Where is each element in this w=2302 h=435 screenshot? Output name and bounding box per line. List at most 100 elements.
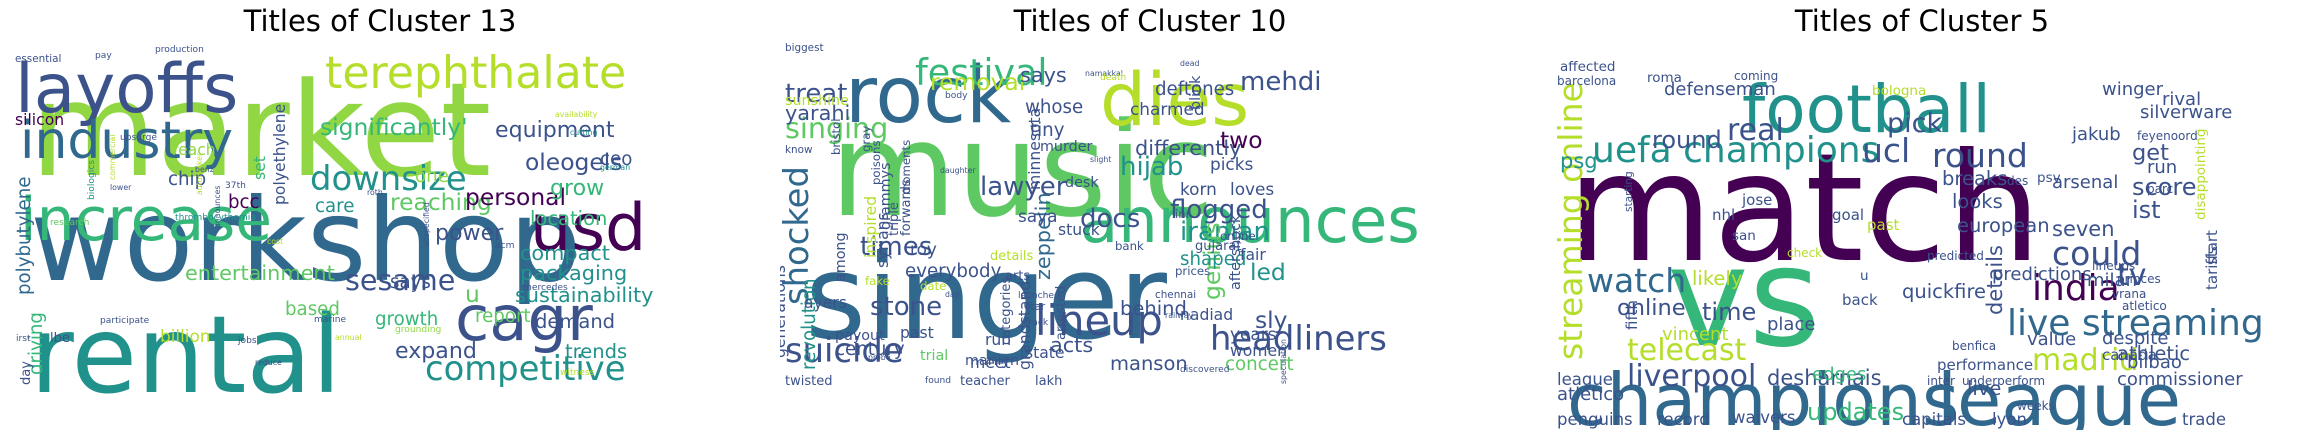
word-past: past	[900, 324, 934, 342]
word-driving: driving	[26, 312, 47, 375]
word-uefa-champions: uefa champions	[1592, 130, 1879, 171]
word-inspired: inspired	[862, 196, 880, 258]
word-dead: dead	[1180, 59, 1200, 68]
word-minnesota: minnesota	[1026, 108, 1044, 190]
word-cutting: cutting	[570, 128, 597, 137]
word-acm: acm	[495, 241, 515, 251]
word-murder: murder	[1040, 139, 1092, 155]
word-liverpool: liverpool	[1627, 359, 1756, 394]
word-launched: launched	[1018, 291, 1060, 301]
word-years: years	[1230, 324, 1276, 344]
word-atletico: atletico	[2122, 299, 2167, 313]
wordcloud-panel-cluster-10: Titles of Cluster 10 music singer rock dies…	[780, 0, 1520, 435]
word-place: place	[1767, 314, 1815, 335]
word-get: get	[2132, 140, 2169, 166]
word-forwards: forwards	[899, 179, 914, 236]
word-deftones: deftones	[1155, 79, 1234, 100]
word-past: past	[1867, 216, 1900, 234]
word-online: online	[1617, 295, 1686, 321]
word-check: check	[1787, 246, 1822, 260]
word-automaker: automaker	[195, 152, 204, 195]
word-daughter: daughter	[940, 166, 976, 175]
word-psv: psv	[2037, 170, 2061, 186]
word-shocked: shocked	[780, 166, 816, 305]
word-generations: generations	[780, 265, 789, 358]
word-announces: announces	[1080, 184, 1420, 257]
word-quickfire: quickfire	[1902, 280, 1986, 303]
word-defenseman: defenseman	[1664, 79, 1776, 100]
word-billion: billion	[160, 326, 211, 346]
word-growth: growth	[375, 309, 438, 330]
word-san: san	[1732, 228, 1756, 244]
word-lawyer: lawyer	[980, 172, 1067, 202]
word-india: india	[2032, 268, 2120, 309]
word-pick: pick	[1887, 108, 1942, 139]
word-mehdi: mehdi	[1240, 67, 1322, 97]
word-market: market	[30, 54, 491, 206]
word-trade: trade	[2182, 410, 2226, 429]
word-bank: bank	[1115, 239, 1144, 253]
word-desk: desk	[1065, 175, 1099, 191]
word-packaging: packaging	[520, 261, 627, 285]
word-yarahi: yarahi	[785, 101, 850, 125]
word-suicide: suicide	[785, 331, 904, 370]
word-polybutylene: polybutylene	[14, 177, 35, 295]
word-equipment: equipment	[495, 117, 615, 143]
word-princes: princes	[2117, 272, 2161, 286]
word-triple: triple	[887, 202, 902, 236]
word-seven: seven	[2052, 217, 2115, 241]
word-unspecified: unspecified	[422, 202, 431, 247]
word-starting: starting	[1623, 171, 1635, 212]
word-workshop: workshop	[30, 174, 582, 307]
word-tv: tv	[2117, 258, 2147, 293]
word-pay: pay	[95, 51, 112, 61]
word-century: century	[835, 339, 905, 360]
word-thrombocythemia: thrombocythemia	[175, 213, 256, 223]
word-coming: coming	[1734, 69, 1778, 83]
word-layoffs: layoffs	[15, 49, 238, 128]
word-arsenal: arsenal	[2052, 172, 2118, 193]
word-psg: psg	[1560, 149, 1598, 173]
word-lbe: lbe	[50, 331, 70, 346]
word-des: des	[2007, 174, 2028, 188]
word-bilbao: bilbao	[2127, 352, 2182, 373]
word-categories: categories	[999, 277, 1014, 345]
word-cost: cost	[267, 237, 283, 246]
word-atl-tico: atlético	[1557, 384, 1624, 405]
word-gray: gray	[859, 126, 873, 152]
word-marilyn: marilyn	[965, 353, 1019, 369]
word-sunshine: sunshine	[785, 93, 849, 109]
word-capitals: capitals	[1902, 410, 1966, 429]
word-sesame: sesame	[345, 263, 455, 297]
word-compact: compact	[520, 241, 610, 265]
word-madrid: madrid	[2032, 343, 2138, 378]
word-winger: winger	[2102, 79, 2164, 100]
word-payout: payout	[835, 328, 885, 344]
word-downsize: downsize	[310, 159, 467, 198]
word-aftershock: aftershock	[1228, 214, 1244, 290]
word-underperform: underperform	[1962, 374, 2045, 388]
word-irst: irst	[16, 334, 31, 344]
word-poisons: poisons	[869, 140, 883, 185]
word-european: european	[1957, 214, 2050, 237]
word-participate: participate	[100, 316, 150, 326]
word-inr: inr	[1175, 207, 1191, 221]
word-acts: acts	[1050, 333, 1093, 357]
word-among: among	[833, 232, 849, 282]
word-details: details	[990, 249, 1034, 264]
word-removal: removal	[930, 68, 1025, 96]
word-differently: differently	[1135, 136, 1241, 160]
word-says: says	[390, 272, 431, 293]
word-chip: chip	[168, 169, 206, 190]
word-picks: picks	[1210, 154, 1253, 174]
word-moments: moments	[899, 140, 913, 195]
word-blink: blink	[1188, 75, 1204, 110]
word-affected: affected	[1560, 59, 1615, 75]
word-ucl: ucl	[1862, 131, 1910, 170]
word-treat: treat	[785, 79, 847, 109]
word-record: record	[1657, 410, 1710, 429]
word-lower: lower	[110, 183, 132, 192]
word-u: u	[465, 280, 480, 308]
word-headliners: headliners	[1210, 319, 1387, 358]
word-terephthalate: terephthalate	[325, 48, 626, 99]
